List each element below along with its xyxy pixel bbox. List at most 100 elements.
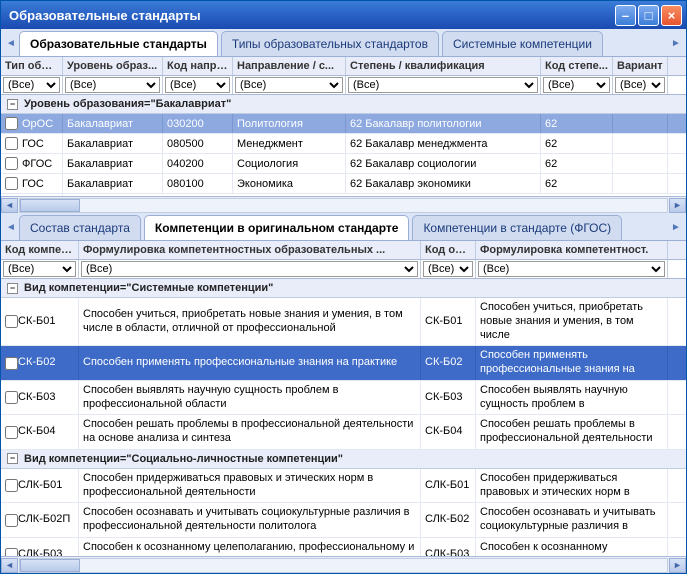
collapse-icon[interactable]: − [7, 283, 18, 294]
cell-text: Способен к осознанному целеполаганию, пр… [83, 541, 416, 556]
column-header[interactable]: Формулировка компетентност. [476, 241, 668, 259]
tabs-nav-left-icon[interactable]: ◄ [3, 33, 19, 53]
table-row[interactable]: СК-Б03Способен выявлять научную сущность… [1, 381, 686, 416]
titlebar: Образовательные стандарты – □ × [1, 1, 686, 29]
scroll-right-icon[interactable]: ► [669, 198, 686, 213]
filter-select[interactable]: (Все) [615, 77, 665, 93]
grid1-hscroll[interactable]: ◄ ► [1, 196, 686, 213]
filter-select[interactable]: (Все) [165, 77, 230, 93]
column-header[interactable]: Уровень образ... [63, 57, 163, 75]
collapse-icon[interactable]: − [7, 453, 18, 464]
filter-select[interactable]: (Все) [3, 77, 60, 93]
scroll-right-icon[interactable]: ► [669, 558, 686, 573]
row-checkbox[interactable] [5, 137, 18, 150]
row-checkbox[interactable] [5, 315, 18, 328]
maximize-button[interactable]: □ [638, 5, 659, 26]
table-row[interactable]: ГОСБакалавриат080100Экономика62 Бакалавр… [1, 174, 686, 194]
filter-select[interactable]: (Все) [81, 261, 418, 277]
grid1-filter-row: (Все) (Все) (Все) (Все) (Все) (Все) (Все) [1, 76, 686, 95]
column-header[interactable]: Вариант [613, 57, 668, 75]
cell-text: Политология [237, 118, 303, 130]
close-button[interactable]: × [661, 5, 682, 26]
filter-select[interactable]: (Все) [348, 77, 538, 93]
row-checkbox[interactable] [5, 479, 18, 492]
cell: СЛК-Б01 [421, 469, 476, 503]
table-row[interactable]: СК-Б02Способен применять профессиональны… [1, 346, 686, 381]
tab[interactable]: Компетенции в оригинальном стандарте [144, 215, 410, 240]
cell: ФГОС [1, 154, 63, 173]
tabs-nav-right-icon[interactable]: ► [668, 217, 684, 237]
scroll-thumb[interactable] [20, 199, 80, 212]
cell-text: ОрОС [22, 118, 53, 130]
filter-select[interactable]: (Все) [543, 77, 610, 93]
filter-select[interactable]: (Все) [235, 77, 343, 93]
filter-select[interactable]: (Все) [478, 261, 665, 277]
column-header[interactable]: Тип обра... [1, 57, 63, 75]
cell: Способен придерживаться правовых и этиче… [476, 469, 668, 503]
tab[interactable]: Состав стандарта [19, 215, 141, 240]
group-row: −Уровень образования="Бакалавриат" [1, 95, 686, 114]
cell-text: 62 Бакалавр политологии [350, 118, 482, 130]
row-checkbox[interactable] [5, 514, 18, 527]
cell-text: Социология [237, 158, 298, 170]
minimize-button[interactable]: – [615, 5, 636, 26]
tab[interactable]: Системные компетенции [442, 31, 603, 56]
collapse-icon[interactable]: − [7, 99, 18, 110]
tab[interactable]: Типы образовательных стандартов [221, 31, 439, 56]
cell: Бакалавриат [63, 134, 163, 153]
scroll-left-icon[interactable]: ◄ [1, 198, 18, 213]
filter-cell: (Все) [163, 76, 233, 94]
cell: Способен учиться, приобретать новые знан… [79, 298, 421, 345]
column-header[interactable]: Код напра... [163, 57, 233, 75]
table-row[interactable]: ОрОСБакалавриат030200Политология62 Бакал… [1, 114, 686, 134]
column-header[interactable]: Код степе... [541, 57, 613, 75]
cell-text: СК-Б04 [18, 425, 55, 439]
cell [613, 174, 668, 193]
tab[interactable]: Компетенции в стандарте (ФГОС) [412, 215, 622, 240]
scroll-track[interactable] [19, 198, 668, 213]
row-checkbox[interactable] [5, 117, 18, 130]
cell-text: Способен применять профессиональные знан… [83, 356, 397, 370]
cell: Способен выявлять научную сущность пробл… [79, 381, 421, 415]
column-header[interactable]: Степень / квалификация [346, 57, 541, 75]
cell: 62 Бакалавр экономики [346, 174, 541, 193]
table-row[interactable]: СК-Б04Способен решать проблемы в професс… [1, 415, 686, 450]
scroll-left-icon[interactable]: ◄ [1, 558, 18, 573]
filter-select[interactable]: (Все) [65, 77, 160, 93]
scroll-thumb[interactable] [20, 559, 80, 572]
column-header[interactable]: Формулировка компетентностных образовате… [79, 241, 421, 259]
table-row[interactable]: СЛК-Б01Способен придерживаться правовых … [1, 469, 686, 504]
cell-text: Способен выявлять научную сущность пробл… [83, 384, 416, 412]
window-title: Образовательные стандарты [5, 8, 615, 23]
row-checkbox[interactable] [5, 357, 18, 370]
filter-select[interactable]: (Все) [3, 261, 76, 277]
table-row[interactable]: ГОСБакалавриат080500Менеджмент62 Бакалав… [1, 134, 686, 154]
column-header[interactable]: Код общ... [421, 241, 476, 259]
row-checkbox[interactable] [5, 426, 18, 439]
row-checkbox[interactable] [5, 391, 18, 404]
cell-text: 62 Бакалавр менеджмента [350, 138, 488, 150]
tab[interactable]: Образовательные стандарты [19, 31, 218, 56]
grid2-hscroll[interactable]: ◄ ► [1, 556, 686, 573]
app-window: Образовательные стандарты – □ × ◄ ► Обра… [0, 0, 687, 574]
table-row[interactable]: СЛК-Б03Способен к осознанному целеполага… [1, 538, 686, 556]
table-row[interactable]: СК-Б01Способен учиться, приобретать новы… [1, 298, 686, 346]
cell-text: Бакалавриат [67, 118, 133, 130]
filter-cell: (Все) [79, 260, 421, 278]
row-checkbox[interactable] [5, 157, 18, 170]
table-row[interactable]: ФГОСБакалавриат040200Социология62 Бакала… [1, 154, 686, 174]
column-header[interactable]: Направление / с... [233, 57, 346, 75]
tabs-nav-right-icon[interactable]: ► [668, 33, 684, 53]
filter-select[interactable]: (Все) [423, 261, 473, 277]
table-row[interactable]: СЛК-Б02ПСпособен осознавать и учитывать … [1, 503, 686, 538]
cell: Способен применять профессиональные знан… [476, 346, 668, 380]
row-checkbox[interactable] [5, 177, 18, 190]
column-header[interactable]: Код компет... [1, 241, 79, 259]
row-checkbox[interactable] [5, 548, 18, 556]
cell: 62 Бакалавр политологии [346, 114, 541, 133]
cell-text: Способен применять профессиональные знан… [480, 349, 663, 377]
cell-text: СЛК-Б02П [18, 513, 70, 527]
scroll-track[interactable] [19, 558, 668, 573]
cell: СК-Б04 [421, 415, 476, 449]
tabs-nav-left-icon[interactable]: ◄ [3, 217, 19, 237]
